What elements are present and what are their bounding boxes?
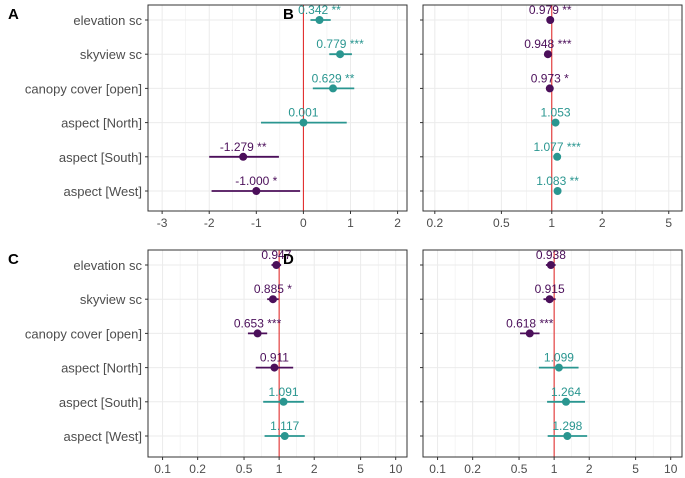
- estimate-point: [551, 118, 560, 127]
- panel-d: D 0.1 0.2 0.5 1 2 5 10 0.938 0.915 0.618 *** 1.099 1…: [283, 248, 683, 476]
- x-tick-label: 2: [586, 462, 593, 476]
- estimate-label: 0.629 **: [312, 71, 355, 85]
- x-tick-label: 1: [548, 216, 555, 230]
- estimate-label: 0.342 **: [298, 3, 341, 17]
- estimate-point: [563, 432, 572, 440]
- panel-b: B 0.2 0.5 1 2 5 0.979 ** 0.948 *** 0.973 * 1.053 1…: [283, 3, 683, 230]
- term-label: aspect [North]: [61, 116, 142, 131]
- term-label: aspect [North]: [61, 361, 142, 376]
- estimate-point: [545, 84, 554, 93]
- panel-label: C: [8, 251, 19, 268]
- estimate-label: 0.938: [536, 248, 566, 262]
- estimate-point: [272, 261, 281, 269]
- estimate-point: [554, 363, 563, 372]
- term-label: aspect [West]: [63, 184, 142, 199]
- term-label: skyview sc: [80, 47, 143, 62]
- estimate-point: [239, 152, 248, 161]
- x-tick-label: 10: [664, 462, 678, 476]
- panel-c: C 0.1 0.2 0.5 1 2 5 10 elevation sc 0.947 skyview …: [8, 248, 408, 476]
- estimate-point: [546, 261, 555, 269]
- x-tick-label: 5: [665, 216, 672, 230]
- estimate-point: [561, 397, 570, 406]
- estimate-point: [299, 118, 308, 127]
- x-tick-label: 0.2: [464, 462, 481, 476]
- estimate-label: -1.000 *: [235, 174, 277, 188]
- x-tick-label: 2: [311, 462, 318, 476]
- term-label: aspect [South]: [59, 395, 142, 410]
- x-tick-label: 5: [632, 462, 639, 476]
- x-tick-label: 0.1: [154, 462, 171, 476]
- estimate-label: 1.053: [541, 106, 571, 120]
- x-tick-label: 0: [300, 216, 307, 230]
- x-tick-label: 0.5: [493, 216, 510, 230]
- estimate-label: 0.779 ***: [316, 37, 364, 51]
- estimate-label: 1.077 ***: [533, 140, 581, 154]
- estimate-point: [315, 16, 324, 24]
- term-label: aspect [South]: [59, 150, 142, 165]
- x-tick-label: 0.5: [511, 462, 528, 476]
- estimate-point: [553, 152, 562, 161]
- estimate-label: 1.083 **: [536, 174, 579, 188]
- estimate-point: [252, 187, 261, 195]
- panel-label: A: [8, 6, 19, 23]
- x-tick-label: 0.1: [429, 462, 446, 476]
- x-tick-label: 0.2: [426, 216, 443, 230]
- x-tick-label: 2: [394, 216, 401, 230]
- term-label: canopy cover [open]: [25, 81, 142, 96]
- estimate-label: 0.618 ***: [506, 316, 554, 330]
- estimate-point: [253, 329, 262, 338]
- estimate-label: 0.973 *: [531, 71, 569, 85]
- x-tick-label: 1: [551, 462, 558, 476]
- panel-border: [422, 249, 683, 458]
- estimate-point: [553, 187, 562, 195]
- term-label: canopy cover [open]: [25, 326, 142, 341]
- estimate-label: 0.911: [260, 351, 289, 365]
- x-tick-label: -1: [251, 216, 262, 230]
- estimate-label: 0.653 ***: [234, 316, 282, 330]
- panel-border: [147, 4, 408, 212]
- estimate-point: [546, 16, 555, 24]
- estimate-point: [543, 50, 552, 59]
- estimate-point: [279, 397, 288, 406]
- term-label: skyview sc: [80, 292, 143, 307]
- x-tick-label: 0.2: [189, 462, 206, 476]
- estimate-point: [545, 295, 554, 304]
- x-tick-label: 10: [389, 462, 403, 476]
- panel-label: B: [283, 6, 294, 23]
- x-tick-label: -2: [204, 216, 215, 230]
- x-tick-label: 5: [357, 462, 364, 476]
- panel-border: [422, 4, 683, 212]
- x-tick-label: 1: [347, 216, 354, 230]
- estimate-label: 1.298: [552, 419, 582, 433]
- estimate-point: [336, 50, 345, 59]
- estimate-label: 0.885 *: [254, 282, 292, 296]
- estimate-label: 0.979 **: [529, 3, 572, 17]
- estimate-label: 1.264: [551, 385, 581, 399]
- estimate-point: [329, 84, 338, 93]
- term-label: elevation sc: [73, 13, 142, 28]
- panel-border: [147, 249, 408, 458]
- x-tick-label: 2: [599, 216, 606, 230]
- estimate-label: -1.279 **: [220, 140, 267, 154]
- term-label: aspect [West]: [63, 429, 142, 444]
- estimate-label: 0.001: [288, 106, 318, 120]
- term-label: elevation sc: [73, 258, 142, 273]
- estimate-label: 1.099: [544, 351, 574, 365]
- estimate-point: [525, 329, 534, 338]
- estimate-label: 1.091: [269, 385, 299, 399]
- estimate-point: [280, 432, 289, 440]
- estimate-label: 0.915: [535, 282, 565, 296]
- estimate-label: 1.117: [270, 419, 299, 433]
- panel-label: D: [283, 251, 294, 268]
- estimate-point: [268, 295, 277, 304]
- estimate-label: 0.948 ***: [524, 37, 572, 51]
- x-tick-label: -3: [157, 216, 168, 230]
- panel-a: A -3 -2 -1 0 1 2 elevation sc 0.342 ** skyview sc…: [8, 3, 408, 230]
- x-tick-label: 1: [276, 462, 283, 476]
- x-tick-label: 0.5: [236, 462, 253, 476]
- estimate-point: [270, 363, 279, 372]
- estimate-label: 0.947: [261, 248, 291, 262]
